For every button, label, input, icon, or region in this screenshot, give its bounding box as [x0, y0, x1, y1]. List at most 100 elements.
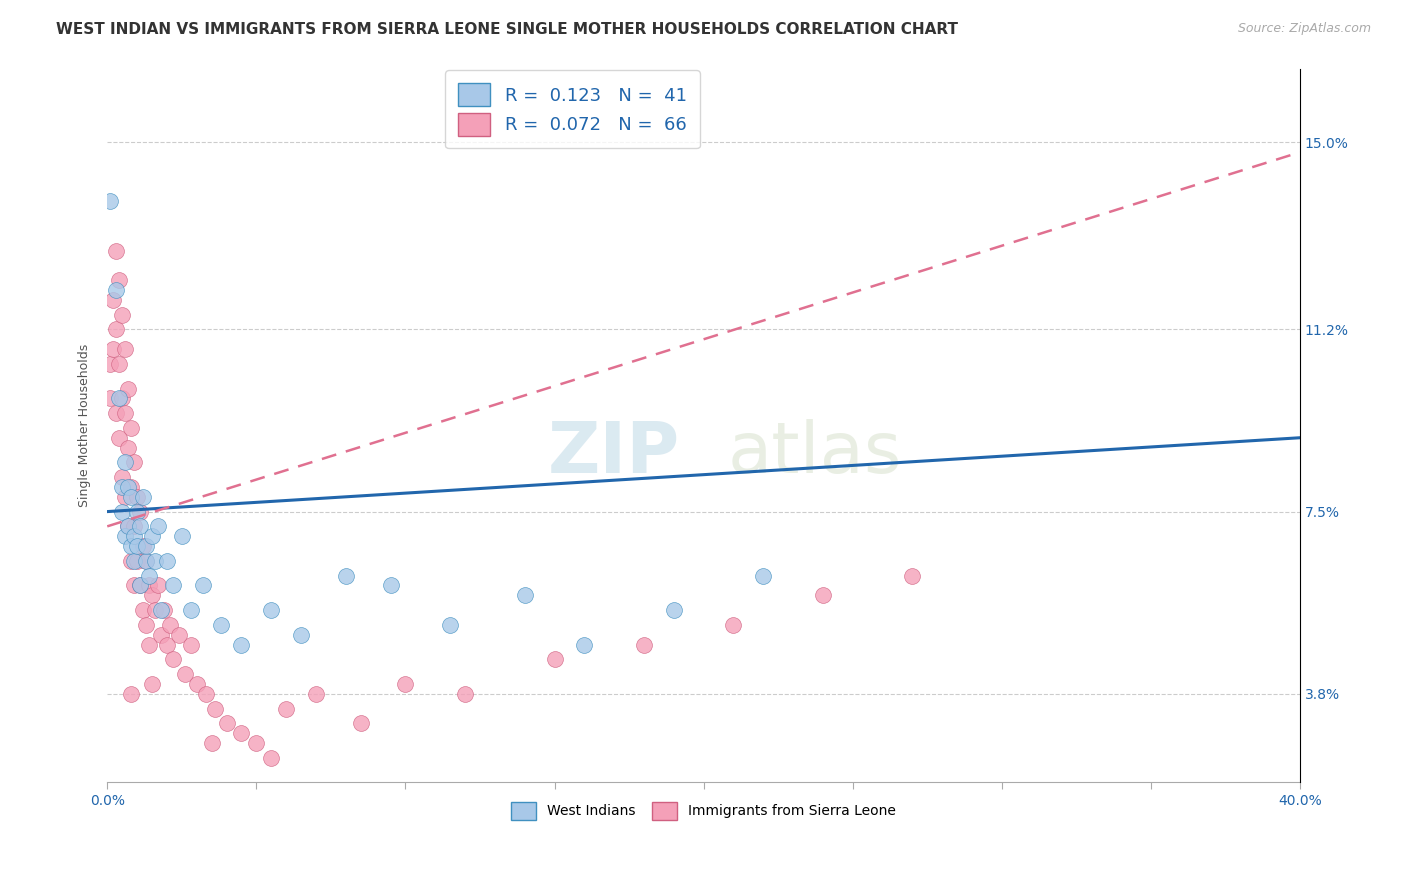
Point	[108, 431, 131, 445]
Y-axis label: Single Mother Households: Single Mother Households	[79, 343, 91, 507]
Point	[111, 480, 134, 494]
Point	[180, 603, 202, 617]
Point	[811, 588, 834, 602]
Point	[125, 539, 148, 553]
Point	[129, 578, 152, 592]
Point	[191, 578, 214, 592]
Point	[159, 617, 181, 632]
Point	[103, 293, 125, 307]
Point	[120, 554, 142, 568]
Point	[335, 568, 357, 582]
Point	[143, 603, 166, 617]
Point	[173, 667, 195, 681]
Point	[132, 603, 155, 617]
Point	[117, 441, 139, 455]
Point	[108, 357, 131, 371]
Point	[105, 322, 128, 336]
Point	[120, 539, 142, 553]
Point	[141, 677, 163, 691]
Point	[156, 638, 179, 652]
Point	[135, 539, 157, 553]
Point	[125, 505, 148, 519]
Point	[125, 490, 148, 504]
Point	[122, 554, 145, 568]
Point	[153, 603, 176, 617]
Point	[129, 578, 152, 592]
Point	[103, 342, 125, 356]
Point	[231, 638, 253, 652]
Point	[204, 701, 226, 715]
Point	[114, 529, 136, 543]
Point	[122, 529, 145, 543]
Point	[120, 490, 142, 504]
Point	[138, 638, 160, 652]
Point	[138, 568, 160, 582]
Point	[231, 726, 253, 740]
Point	[149, 603, 172, 617]
Point	[439, 617, 461, 632]
Point	[245, 736, 267, 750]
Point	[135, 554, 157, 568]
Point	[105, 244, 128, 258]
Point	[108, 273, 131, 287]
Point	[117, 519, 139, 533]
Point	[146, 578, 169, 592]
Point	[290, 627, 312, 641]
Point	[98, 357, 121, 371]
Point	[117, 382, 139, 396]
Text: ZIP: ZIP	[547, 419, 679, 489]
Point	[135, 617, 157, 632]
Point	[162, 652, 184, 666]
Point	[156, 554, 179, 568]
Point	[129, 519, 152, 533]
Point	[149, 627, 172, 641]
Point	[662, 603, 685, 617]
Point	[120, 421, 142, 435]
Point	[141, 588, 163, 602]
Point	[105, 283, 128, 297]
Point	[574, 638, 596, 652]
Point	[125, 554, 148, 568]
Point	[114, 342, 136, 356]
Point	[114, 455, 136, 469]
Point	[209, 617, 232, 632]
Point	[111, 308, 134, 322]
Point	[170, 529, 193, 543]
Point	[543, 652, 565, 666]
Point	[135, 554, 157, 568]
Point	[98, 392, 121, 406]
Text: WEST INDIAN VS IMMIGRANTS FROM SIERRA LEONE SINGLE MOTHER HOUSEHOLDS CORRELATION: WEST INDIAN VS IMMIGRANTS FROM SIERRA LE…	[56, 22, 959, 37]
Point	[180, 638, 202, 652]
Point	[120, 480, 142, 494]
Point	[260, 603, 283, 617]
Point	[132, 539, 155, 553]
Point	[132, 490, 155, 504]
Point	[633, 638, 655, 652]
Point	[111, 470, 134, 484]
Point	[215, 716, 238, 731]
Point	[380, 578, 402, 592]
Point	[111, 392, 134, 406]
Point	[513, 588, 536, 602]
Point	[167, 627, 190, 641]
Point	[143, 554, 166, 568]
Text: Source: ZipAtlas.com: Source: ZipAtlas.com	[1237, 22, 1371, 36]
Point	[186, 677, 208, 691]
Point	[201, 736, 224, 750]
Point	[752, 568, 775, 582]
Point	[129, 505, 152, 519]
Point	[105, 406, 128, 420]
Point	[114, 406, 136, 420]
Point	[120, 687, 142, 701]
Point	[117, 519, 139, 533]
Point	[162, 578, 184, 592]
Point	[194, 687, 217, 701]
Point	[108, 392, 131, 406]
Point	[114, 490, 136, 504]
Point	[394, 677, 416, 691]
Text: atlas: atlas	[727, 419, 901, 489]
Point	[305, 687, 328, 701]
Point	[723, 617, 745, 632]
Point	[122, 578, 145, 592]
Point	[122, 455, 145, 469]
